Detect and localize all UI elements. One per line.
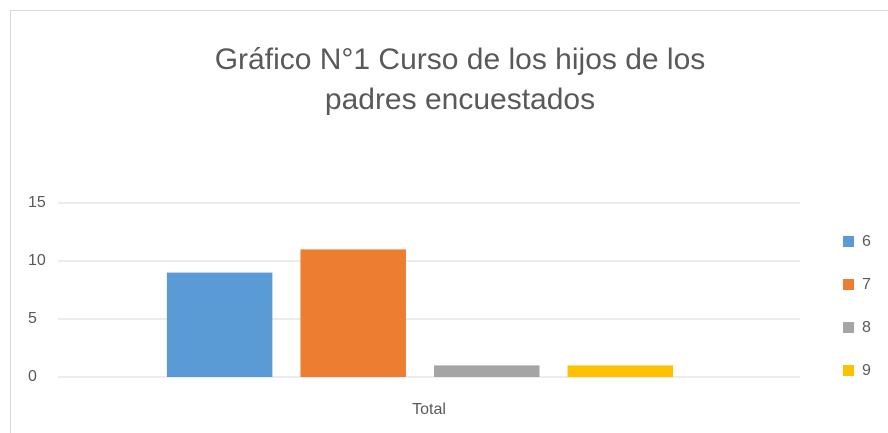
legend-label: 6 [862, 233, 871, 250]
y-tick-label: 5 [28, 310, 37, 327]
legend-swatch [843, 279, 854, 290]
legend-swatch [843, 365, 854, 376]
bar [300, 249, 406, 377]
legend-label: 9 [862, 362, 871, 379]
y-tick-label: 0 [28, 368, 37, 385]
bar [166, 272, 273, 377]
y-tick-label: 15 [28, 194, 46, 211]
x-tick-label: Total [412, 401, 446, 418]
legend-swatch [843, 322, 854, 333]
legend-swatch [843, 236, 854, 247]
y-tick-label: 10 [28, 252, 46, 269]
bar [434, 365, 540, 377]
chart-frame [10, 10, 888, 433]
bar [567, 365, 674, 377]
legend-label: 8 [862, 319, 871, 336]
chart-title: Gráfico N°1 Curso de los hijos de los pa… [214, 43, 706, 116]
legend-label: 7 [862, 276, 871, 293]
